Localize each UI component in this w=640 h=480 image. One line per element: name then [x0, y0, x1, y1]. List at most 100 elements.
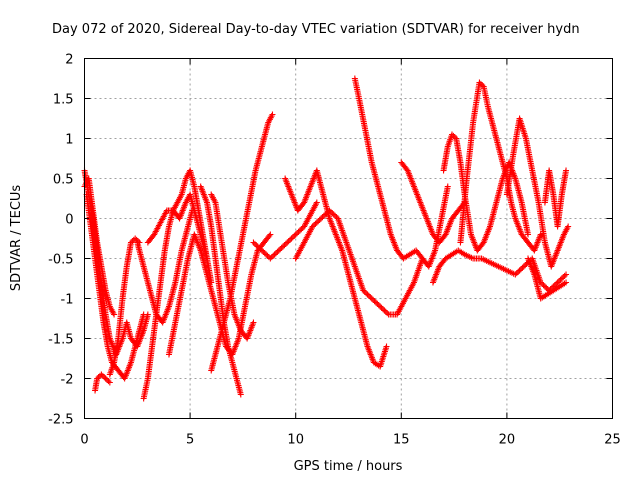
data-point — [315, 218, 322, 225]
data-point — [263, 251, 270, 258]
data-point — [281, 242, 288, 249]
data-point — [253, 242, 260, 249]
data-point — [360, 287, 367, 294]
data-point — [563, 271, 570, 278]
data-point — [560, 274, 567, 281]
data-point — [563, 167, 570, 174]
x-axis-ticks: 0 5 10 15 20 25 — [80, 58, 621, 448]
data-point — [288, 235, 295, 242]
data-point — [381, 307, 388, 314]
data-point — [320, 212, 327, 219]
data-point — [278, 244, 285, 251]
data-point — [516, 267, 523, 274]
data-point — [269, 111, 276, 118]
data-point — [444, 183, 451, 190]
data-point — [332, 212, 339, 219]
series-track-11 — [197, 183, 244, 398]
series-track-21 — [503, 115, 572, 270]
data-point — [277, 246, 284, 253]
chart-title: Day 072 of 2020, Sidereal Day-to-day VTE… — [52, 22, 580, 37]
data-point — [333, 214, 340, 221]
data-point — [382, 308, 389, 315]
data-point — [203, 255, 210, 262]
data-point — [251, 240, 258, 247]
y-tick-label: -1 — [61, 293, 74, 308]
data-point — [558, 275, 565, 282]
series-track-22 — [525, 255, 570, 302]
series-track-16 — [351, 75, 451, 270]
y-axis-ticks: 2 1.5 1 0.5 0 -0.5 -1 -1.5 -2 -2.5 — [48, 53, 613, 428]
y-tick-label: -2 — [61, 373, 74, 388]
data-point — [268, 254, 275, 261]
data-point — [95, 374, 102, 381]
data-point — [129, 238, 136, 245]
data-point — [94, 375, 101, 382]
data-point — [250, 319, 257, 326]
data-point — [280, 243, 287, 250]
data-point — [266, 232, 273, 239]
data-point — [375, 302, 382, 309]
data-point — [298, 226, 305, 233]
data-point — [565, 223, 572, 230]
data-point — [541, 283, 548, 290]
series-track-13 — [250, 199, 320, 262]
data-point — [477, 80, 484, 87]
x-axis-label: GPS time / hours — [294, 459, 403, 474]
data-points — [81, 75, 572, 402]
data-point — [378, 304, 385, 311]
data-point — [513, 270, 520, 277]
data-point — [557, 276, 564, 283]
data-point — [479, 82, 486, 89]
data-point — [256, 244, 263, 251]
x-tick-label: 15 — [393, 433, 410, 448]
data-point — [384, 310, 391, 317]
series-track-15 — [292, 207, 426, 318]
data-point — [250, 239, 257, 246]
y-tick-label: -1.5 — [48, 333, 73, 348]
x-tick-label: 25 — [604, 433, 621, 448]
data-point — [296, 227, 303, 234]
data-point — [261, 250, 268, 257]
series-track-4 — [92, 371, 113, 394]
y-tick-label: 2 — [65, 53, 73, 68]
y-tick-label: -0.5 — [48, 253, 73, 268]
data-point — [327, 208, 334, 215]
data-point — [517, 266, 524, 273]
data-point — [318, 215, 325, 222]
data-point — [330, 211, 337, 218]
data-point — [267, 231, 274, 238]
data-point — [101, 374, 108, 381]
data-point — [309, 223, 316, 230]
y-tick-label: -2.5 — [48, 413, 73, 428]
data-point — [132, 235, 139, 242]
series-track-12 — [208, 191, 257, 342]
data-point — [295, 228, 302, 235]
data-point — [270, 252, 277, 259]
data-point — [275, 247, 282, 254]
data-point — [367, 294, 374, 301]
data-point — [377, 303, 384, 310]
data-point — [520, 263, 527, 270]
data-point — [326, 207, 333, 214]
data-point — [282, 240, 289, 247]
x-tick-label: 20 — [499, 433, 516, 448]
data-point — [284, 239, 291, 246]
data-point — [539, 280, 546, 287]
data-point — [133, 236, 140, 243]
series-track-20 — [429, 247, 570, 294]
data-point — [99, 372, 106, 379]
data-point — [106, 379, 113, 386]
data-point — [323, 210, 330, 217]
x-tick-label: 5 — [186, 433, 194, 448]
data-point — [512, 271, 519, 278]
data-point — [98, 371, 105, 378]
data-point — [258, 247, 265, 254]
data-point — [102, 375, 109, 382]
y-tick-label: 0 — [65, 213, 73, 228]
data-point — [519, 264, 526, 271]
data-point — [515, 268, 522, 275]
data-point — [540, 282, 547, 289]
data-point — [264, 252, 271, 259]
data-point — [313, 219, 320, 226]
